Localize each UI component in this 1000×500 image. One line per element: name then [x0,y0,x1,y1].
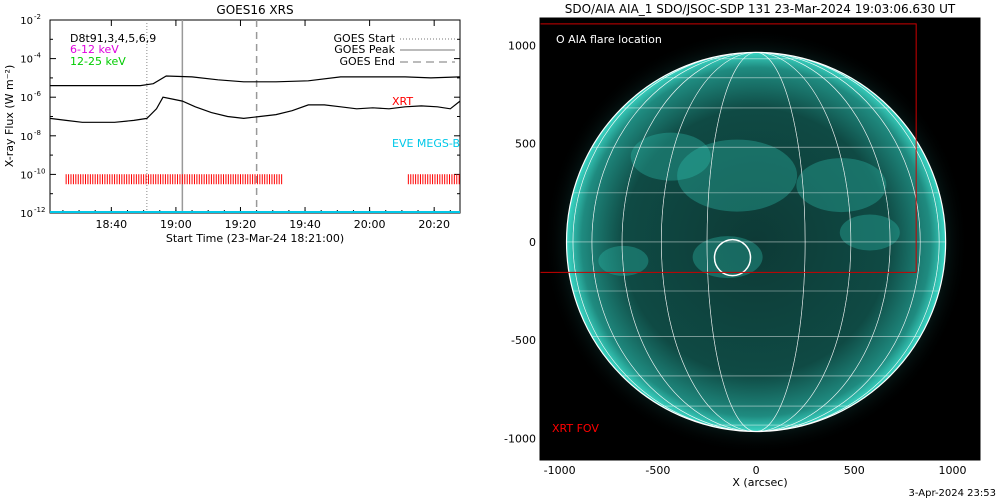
aia-title: SDO/AIA AIA_1 SDO/JSOC-SDP 131 23-Mar-20… [565,2,956,16]
y-tick-exponent: -10 [34,167,45,175]
heliographic-grid [566,52,946,432]
legend-12-25-kev: 12-25 keV [70,55,126,68]
y-tick-exponent: -6 [34,90,42,98]
aia-frame [539,17,981,461]
x-axis-ticks: 18:40 19:00 19:20 19:40 20:00 20:20 [62,20,451,231]
y-tick-label: 10 [20,170,33,181]
aia-y-tick-label: 500 [515,138,536,151]
flare-location-circle [713,238,752,277]
longitude-line [572,52,940,432]
goes-series [49,75,461,123]
xrt-observations [65,174,460,185]
aia-x-tick-label: 0 [753,464,760,477]
aia-y-tick-label: 1000 [508,40,536,53]
bright-region [796,158,887,213]
xrt-label: XRT [392,95,413,108]
active-regions [598,132,900,279]
xrt-fov-label: XRT FOV [552,422,599,435]
aia-x-ticks: -1000 -500 0 500 1000 [544,454,967,477]
bright-region [839,214,900,251]
y-tick-label: 10 [20,132,33,143]
flare-location-label: O AIA flare location [556,33,662,46]
aia-y-tick-label: -500 [511,334,536,347]
y-tick-exponent: -8 [34,129,41,137]
y-tick-exponent: -12 [34,206,45,214]
longitude-line [591,52,921,432]
aia-y-ticks: 1000 500 0 -500 -1000 [504,40,546,445]
y-tick-label: 10 [20,16,33,27]
aia-y-tick-label: -1000 [504,432,536,445]
x-axis-label: Start Time (23-Mar-24 18:21:00) [166,232,344,245]
legend-goes-end: GOES End [339,55,395,68]
aia-x-tick-label: 1000 [939,464,967,477]
y-tick-exponent: -2 [34,13,41,21]
legend-goes-peak: GOES Peak [334,43,395,56]
goes-series-line [49,96,461,123]
y-tick-label: 10 [20,209,33,220]
legend-goes-start: GOES Start [334,32,396,45]
x-tick-label: 19:40 [289,218,321,231]
aia-x-tick-label: -500 [645,464,670,477]
legend-6-12-kev: 6-12 keV [70,43,119,56]
bright-region [630,132,711,181]
goes-xrs-chart: GOES16 XRS X-ray Flux (W m⁻²) Start Time… [3,3,461,245]
longitude-line [660,52,852,432]
aia-image-panel: SDO/AIA AIA_1 SDO/JSOC-SDP 131 23-Mar-20… [504,2,981,489]
longitude-line [706,52,806,432]
aia-y-tick-label: 0 [529,236,536,249]
bright-region [692,236,763,279]
x-tick-label: 20:20 [418,218,450,231]
bright-region [598,245,649,276]
eve-label: EVE MEGS-B [392,137,460,150]
bright-region [677,139,798,212]
longitude-line [621,52,891,432]
x-tick-label: 19:00 [160,218,192,231]
x-tick-label: 20:00 [354,218,386,231]
solar-limb [565,51,947,433]
y-axis-label: X-ray Flux (W m⁻²) [3,65,16,167]
goes-series-line [50,75,461,87]
footer-date: 3-Apr-2024 23:53 [909,488,996,499]
x-tick-label: 19:20 [225,218,257,231]
aia-x-tick-label: -1000 [544,464,576,477]
y-tick-label: 10 [20,55,33,66]
chart-title: GOES16 XRS [216,3,293,17]
aia-x-axis-label: X (arcsec) [732,476,787,489]
x-tick-label: 18:40 [95,218,127,231]
y-tick-label: 10 [20,93,33,104]
aia-x-tick-label: 500 [844,464,865,477]
xrt-fov-box [540,23,917,273]
legend-detectors: D8t91,3,4,5,6,9 [70,32,156,45]
y-tick-exponent: -4 [34,52,42,60]
